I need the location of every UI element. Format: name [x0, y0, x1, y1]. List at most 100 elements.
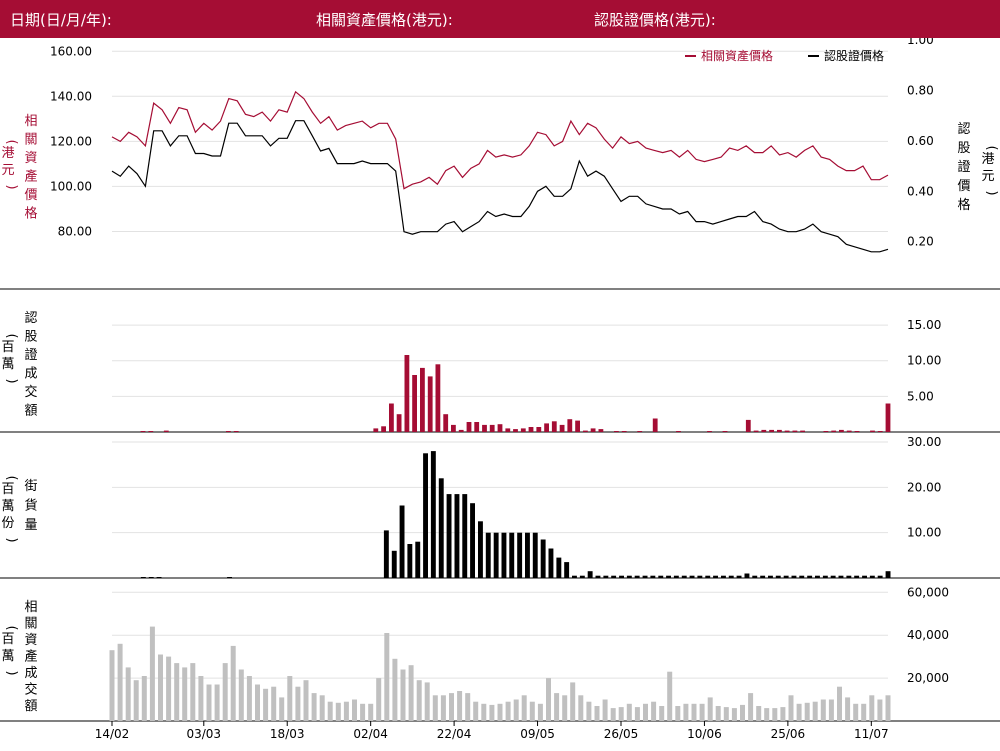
underlying-turnover-bar [643, 703, 648, 721]
outstanding-bar [744, 573, 750, 578]
underlying-turnover-bar [416, 680, 422, 721]
warrant-turnover-bar [474, 422, 480, 432]
warrant-turnover-bar [148, 431, 154, 432]
underlying-turnover-bar [618, 707, 624, 721]
warrant-turnover-bar [621, 431, 627, 432]
underlying-turnover-bar [634, 707, 640, 721]
price-right-tick: 0.40 [907, 184, 934, 198]
outstanding-axis-unit-char: 百 [1, 482, 14, 497]
underlying-turnover-bar [675, 706, 681, 721]
underlying-turnover-bar [141, 676, 147, 721]
underlying-turnover-bar [861, 703, 867, 721]
warrant-price-line [111, 120, 889, 253]
outstanding-bar [579, 575, 585, 578]
underlying-turnover-bar [368, 703, 374, 721]
underlying-turnover-bar [651, 701, 657, 721]
warrant-turnover-bar [435, 364, 441, 432]
underlying-turnover-bar [877, 699, 883, 721]
outstanding-bar [697, 575, 703, 578]
warrant-axis-label-char: 認 [957, 121, 970, 137]
outstanding-bar [454, 494, 460, 578]
warrant-turnover-axis-unit-char: 萬 [1, 357, 14, 372]
underlying-turnover-bar [513, 699, 519, 721]
outstanding-axis-unit-paren-close: ) [4, 537, 19, 542]
outstanding-bar [470, 503, 475, 578]
outstanding-axis-unit-char: 萬 [1, 499, 14, 514]
outstanding-bar [423, 453, 428, 578]
underlying-turnover-bar [125, 667, 131, 721]
warrant-turnover-bar [614, 431, 619, 432]
outstanding-bar [148, 577, 154, 578]
underlying-turnover-bar [853, 703, 859, 721]
underlying-turnover-bar [271, 686, 277, 721]
outstanding-bar [666, 575, 671, 578]
warrant-turnover-bar [769, 429, 774, 432]
warrant-turnover-bar [777, 429, 782, 432]
underlying-turnover-bar [804, 702, 810, 721]
outstanding-bar [728, 575, 734, 578]
outstanding-bar [438, 478, 444, 578]
outstanding-bar [564, 562, 570, 578]
underlying-turnover-tick: 60,000 [907, 585, 949, 599]
underlying-turnover-bar [343, 701, 349, 721]
outstanding-bar [399, 505, 405, 578]
warrant-turnover-bar [753, 430, 759, 432]
underlying-turnover-axis-label-char: 交 [24, 682, 37, 698]
underlying-turnover-tick: 20,000 [907, 671, 949, 685]
underlying-turnover-bar [586, 701, 592, 721]
underlying-axis-unit-char: 元 [1, 163, 14, 178]
warrant-turnover-bar [505, 428, 511, 432]
underlying-turnover-tick: 40,000 [907, 628, 949, 642]
underlying-turnover-bar [812, 701, 818, 721]
warrant-turnover-bar [381, 426, 386, 432]
underlying-turnover-bar [594, 706, 600, 721]
outstanding-bar [689, 575, 695, 578]
warrant-turnover-bar [373, 428, 379, 432]
warrant-turnover-bar [489, 424, 495, 432]
outstanding-bar [736, 575, 742, 578]
warrant-turnover-axis-unit-paren-open: ( [4, 333, 19, 338]
underlying-turnover-bar [465, 693, 471, 721]
outstanding-bar [713, 575, 718, 578]
underlying-turnover-bar [554, 693, 560, 721]
outstanding-bar [791, 575, 797, 578]
warrant-turnover-tick: 10.00 [907, 354, 941, 368]
underlying-turnover-bar [885, 695, 891, 721]
outstanding-bar [391, 550, 397, 578]
underlying-axis-label-char: 價 [24, 188, 37, 203]
underlying-turnover-bar [449, 693, 454, 721]
outstanding-bar [525, 532, 530, 578]
x-axis-tick-label: 03/03 [186, 727, 221, 741]
underlying-turnover-bar [109, 650, 115, 721]
underlying-turnover-bar [546, 678, 551, 721]
underlying-axis-unit-char: 港 [1, 146, 14, 161]
outstanding-bar [603, 575, 609, 578]
outstanding-bar [611, 575, 617, 578]
outstanding-bar [478, 521, 483, 578]
underlying-turnover-bar [182, 667, 188, 721]
outstanding-bar [885, 571, 891, 578]
outstanding-bar [634, 575, 640, 578]
underlying-turnover-bar [869, 695, 875, 721]
underlying-turnover-bar [562, 695, 568, 721]
outstanding-bar [877, 575, 883, 578]
warrant-axis-unit-paren-open: ( [984, 145, 999, 150]
underlying-turnover-bar [715, 706, 721, 721]
warrant-turnover-bar [854, 431, 860, 432]
outstanding-bar [752, 575, 758, 578]
underlying-turnover-bar [255, 684, 260, 721]
underlying-axis-unit-paren-close: ) [4, 184, 19, 189]
x-axis-tick-label: 09/05 [520, 727, 555, 741]
underlying-turnover-axis-unit-paren-open: ( [4, 625, 19, 630]
underlying-turnover-axis-label-char: 成 [24, 666, 37, 681]
underlying-turnover-bar [319, 695, 325, 721]
warrant-turnover-bar [823, 431, 829, 432]
underlying-turnover-bar [505, 701, 511, 721]
outstanding-bar [509, 532, 515, 578]
underlying-turnover-bar [602, 699, 608, 721]
warrant-axis-label-char: 股 [957, 141, 970, 156]
warrant-turnover-bar [761, 429, 767, 432]
underlying-turnover-bar [198, 676, 204, 721]
outstanding-bar [140, 577, 146, 578]
underlying-turnover-bar [238, 669, 244, 721]
